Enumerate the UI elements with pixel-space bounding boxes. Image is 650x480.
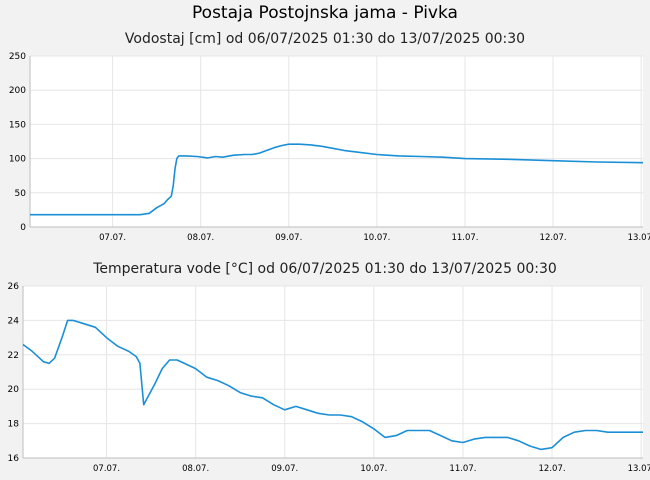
level-y-tick-label: 50 <box>15 189 27 199</box>
level-x-tick-label: 13.07. <box>628 233 650 243</box>
temp-plot-area <box>23 286 643 458</box>
water-temperature-chart-title: Temperatura vode [°C] od 06/07/2025 01:3… <box>93 261 557 277</box>
temp-series-line <box>22 319 643 451</box>
level-y-tick-label: 0 <box>20 223 26 233</box>
level-x-tick-label: 07.07. <box>99 233 126 243</box>
level-y-tick-label: 100 <box>9 155 26 165</box>
temp-x-tick-label: 12.07. <box>539 464 566 474</box>
temp-x-tick-label: 10.07. <box>360 464 387 474</box>
temp-x-tick-label: 09.07. <box>271 464 298 474</box>
temp-y-tick-label: 16 <box>8 454 20 464</box>
level-y-tick-label: 250 <box>9 52 26 62</box>
level-y-tick-label: 200 <box>9 86 26 96</box>
temp-y-tick-label: 22 <box>8 351 19 361</box>
level-x-tick-label: 12.07. <box>540 233 567 243</box>
level-x-tick-label: 10.07. <box>363 233 390 243</box>
level-series-line <box>30 143 644 216</box>
page-title: Postaja Postojnska jama - Pivka <box>192 3 458 23</box>
level-x-tick-label: 11.07. <box>451 233 478 243</box>
level-x-tick-label: 08.07. <box>187 233 214 243</box>
temp-y-tick-label: 18 <box>8 420 20 430</box>
level-y-tick-label: 150 <box>9 120 26 130</box>
level-plot-area <box>30 56 643 227</box>
temp-x-tick-label: 11.07. <box>449 464 476 474</box>
temp-x-tick-label: 08.07. <box>182 464 209 474</box>
temp-x-tick-label: 07.07. <box>93 464 120 474</box>
temp-y-tick-label: 26 <box>8 282 20 292</box>
level-x-tick-label: 09.07. <box>275 233 302 243</box>
temp-x-tick-label: 13.07. <box>628 464 650 474</box>
water-level-chart-title: Vodostaj [cm] od 06/07/2025 01:30 do 13/… <box>124 31 526 47</box>
temp-y-tick-label: 20 <box>8 385 20 395</box>
temp-y-tick-label: 24 <box>8 316 20 326</box>
